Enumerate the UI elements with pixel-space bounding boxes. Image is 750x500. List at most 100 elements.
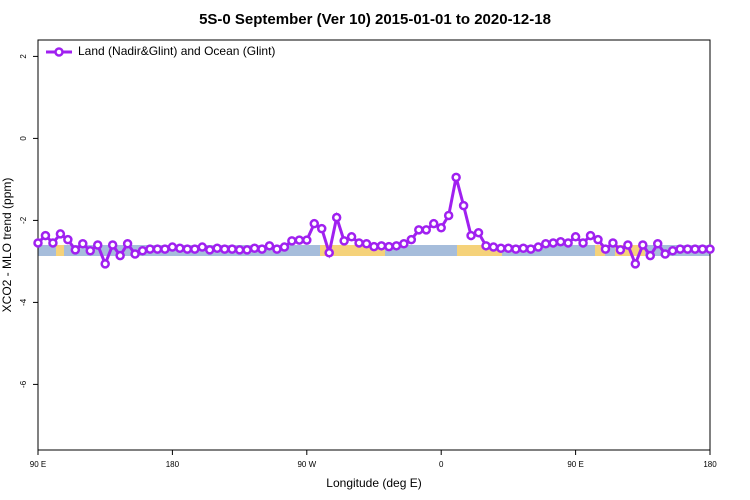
point: [675, 244, 685, 254]
point: [160, 244, 170, 254]
point: [533, 242, 544, 252]
point: [48, 238, 58, 248]
point: [436, 223, 446, 233]
y-tick-label: -6: [19, 380, 28, 388]
point: [540, 239, 551, 249]
legend-label: Land (Nadir&Glint) and Ocean (Glint): [78, 44, 275, 58]
point: [466, 230, 476, 241]
x-tick-label: 180: [703, 460, 717, 469]
y-tick-label: 2: [19, 54, 28, 59]
point: [623, 240, 633, 250]
point: [428, 218, 439, 229]
point: [55, 229, 66, 239]
point: [548, 238, 558, 248]
point: [391, 241, 402, 251]
point: [331, 212, 342, 223]
point: [414, 225, 424, 235]
point: [33, 238, 43, 248]
x-tick-label: 90 W: [297, 460, 316, 469]
point: [570, 232, 581, 242]
point: [257, 244, 267, 254]
point: [593, 234, 603, 245]
x-tick-label: 90 E: [567, 460, 583, 469]
point: [443, 210, 454, 221]
point: [608, 238, 618, 248]
point: [107, 240, 118, 250]
point: [563, 238, 573, 248]
point: [518, 243, 529, 254]
point: [92, 240, 103, 250]
point: [630, 259, 641, 269]
point: [690, 244, 700, 254]
point: [682, 244, 693, 254]
point: [182, 244, 193, 254]
point: [376, 241, 387, 251]
point: [399, 239, 409, 249]
point: [645, 250, 656, 261]
point: [78, 239, 88, 249]
point: [294, 235, 305, 245]
point: [242, 245, 252, 255]
point: [122, 239, 133, 249]
point: [100, 259, 110, 269]
point: [40, 230, 51, 241]
point: [600, 244, 611, 254]
point: [316, 223, 327, 234]
point: [309, 218, 320, 229]
x-tick-label: 180: [166, 460, 180, 469]
point: [638, 240, 648, 250]
point: [227, 244, 237, 254]
point: [63, 234, 73, 245]
point: [234, 245, 245, 255]
y-axis-label: XCO2 - MLO trend (ppm): [0, 178, 14, 313]
point: [212, 243, 222, 254]
point: [70, 245, 81, 255]
point: [279, 242, 290, 252]
point: [384, 241, 394, 252]
point: [705, 244, 715, 254]
point: [324, 248, 334, 258]
point: [406, 234, 417, 245]
point: [615, 245, 626, 255]
chart-title: 5S-0 September (Ver 10) 2015-01-01 to 20…: [199, 11, 551, 28]
point: [511, 244, 521, 254]
y-tick-label: -2: [19, 216, 28, 224]
point: [354, 238, 364, 248]
point: [421, 225, 432, 235]
point: [152, 244, 163, 254]
y-tick-label: 0: [19, 136, 28, 141]
point: [264, 241, 275, 251]
point: [339, 236, 349, 246]
point: [115, 250, 125, 261]
point: [145, 244, 155, 254]
point: [167, 242, 178, 252]
point: [660, 249, 670, 259]
point: [249, 243, 260, 254]
point: [496, 243, 506, 254]
point: [578, 238, 588, 248]
point: [481, 241, 491, 251]
point: [175, 243, 185, 254]
point: [451, 172, 461, 183]
point: [272, 244, 282, 254]
point: [130, 249, 140, 259]
point: [503, 243, 514, 254]
point: [555, 236, 566, 247]
point: [219, 244, 230, 254]
point: [197, 242, 208, 252]
point: [526, 244, 536, 254]
x-axis-label: Longitude (deg E): [326, 476, 421, 490]
y-tick-label: -4: [19, 298, 28, 306]
point: [204, 245, 215, 255]
x-tick-label: 0: [439, 460, 444, 469]
point: [346, 232, 357, 242]
point: [488, 242, 499, 252]
legend-marker: [54, 47, 64, 57]
point: [585, 230, 596, 241]
point: [652, 239, 663, 249]
point: [302, 235, 312, 245]
point: [667, 245, 678, 256]
point: [369, 241, 379, 252]
point: [137, 245, 148, 256]
